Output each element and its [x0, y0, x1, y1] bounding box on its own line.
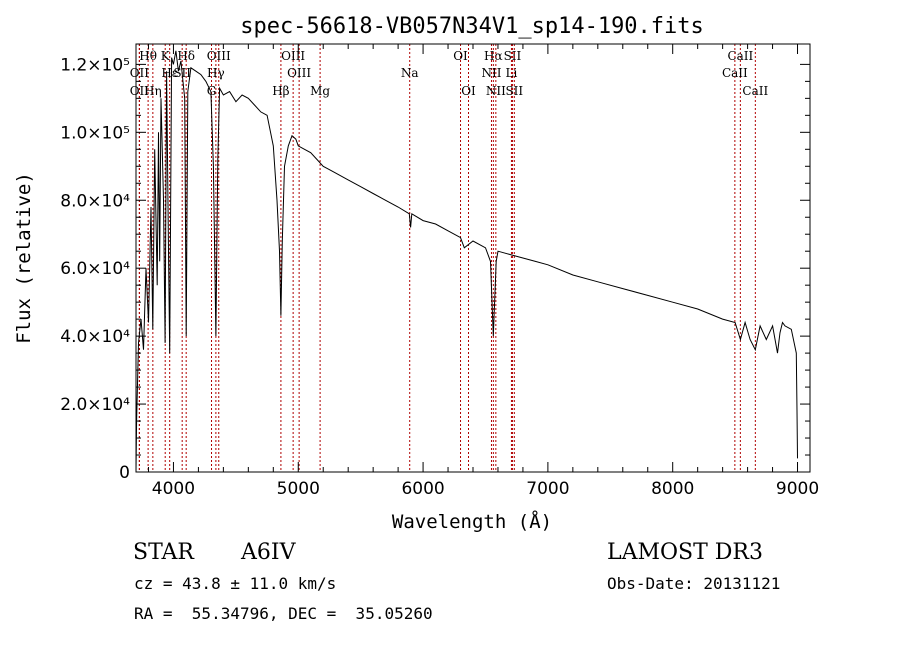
x-tick-label-3: 7000 — [526, 479, 569, 499]
line-marker-label-8: Hγ — [207, 66, 225, 80]
object-class: STAR — [133, 540, 194, 565]
y-tick-label-0: 0 — [119, 463, 130, 483]
observation-date: Obs-Date: 20131121 — [607, 574, 781, 593]
survey-name: LAMOST DR3 — [607, 540, 763, 565]
line-marker-label-19: NII — [481, 66, 501, 80]
line-marker-label-10: G — [207, 84, 217, 98]
line-marker-label-0: Hθ — [139, 49, 157, 63]
line-marker-label-14: Mg — [310, 84, 330, 98]
object-subclass: A6IV — [241, 540, 296, 565]
x-tick-label-2: 6000 — [401, 479, 444, 499]
spectrum-chart: spec-56618-VB057N34V1_sp14-190.fits Hθ OI… — [13, 14, 819, 533]
line-marker-label-12: OIII — [281, 49, 305, 63]
line-marker-label-13: OIII — [287, 66, 311, 80]
chart-title: spec-56618-VB057N34V1_sp14-190.fits — [240, 14, 704, 39]
line-marker-label-3: K — [161, 49, 171, 63]
line-marker-label-9: Hη — [144, 84, 162, 98]
line-marker-label-16: OI — [453, 49, 468, 63]
spectrum-series-line — [135, 50, 798, 473]
line-marker-label-25: CaII — [722, 66, 748, 80]
line-marker-label-5: OIII — [207, 49, 231, 63]
y-tick-label-4: 8.0×10⁴ — [60, 191, 130, 211]
line-marker-label-23: SII — [505, 84, 523, 98]
line-marker-label-11: Hβ — [272, 84, 289, 98]
y-tick-label-6: 1.2×10⁵ — [60, 55, 130, 75]
line-marker-label-2: OII — [130, 84, 150, 98]
y-axis: 0 2.0×10⁴ 4.0×10⁴ 6.0×10⁴ 8.0×10⁴ 1.0×10⁵ 1.2×… — [60, 55, 810, 483]
line-marker-label-26: CaII — [742, 84, 768, 98]
line-marker-label-22: Li — [506, 66, 518, 80]
y-tick-label-5: 1.0×10⁵ — [60, 123, 130, 143]
y-tick-label-2: 4.0×10⁴ — [60, 327, 130, 347]
line-marker-label-20: NII — [486, 84, 506, 98]
x-axis: 4000 5000 6000 7000 8000 9000 — [147, 44, 819, 499]
x-tick-label-0: 4000 — [152, 479, 195, 499]
line-marker-label-4: Hδ — [177, 49, 195, 63]
line-marker-label-17: OI — [461, 84, 476, 98]
x-axis-label: Wavelength (Å) — [392, 510, 552, 533]
line-marker-label-24: CaII — [727, 49, 753, 63]
plot-frame — [135, 43, 811, 473]
redshift-velocity: cz = 43.8 ± 11.0 km/s — [134, 574, 337, 593]
y-tick-label-3: 6.0×10⁴ — [60, 259, 130, 279]
y-tick-label-1: 2.0×10⁴ — [60, 395, 130, 415]
x-tick-label-5: 9000 — [776, 479, 819, 499]
line-marker-label-15: Na — [401, 66, 419, 80]
line-marker-label-6: Hε — [161, 66, 178, 80]
x-tick-label-4: 8000 — [651, 479, 694, 499]
line-marker-label-21: SII — [504, 49, 522, 63]
y-axis-label: Flux (relative) — [13, 172, 35, 344]
x-tick-label-1: 5000 — [277, 479, 320, 499]
line-marker-label-18: Hα — [484, 49, 503, 63]
coordinates: RA = 55.34796, DEC = 35.05260 — [134, 604, 433, 623]
